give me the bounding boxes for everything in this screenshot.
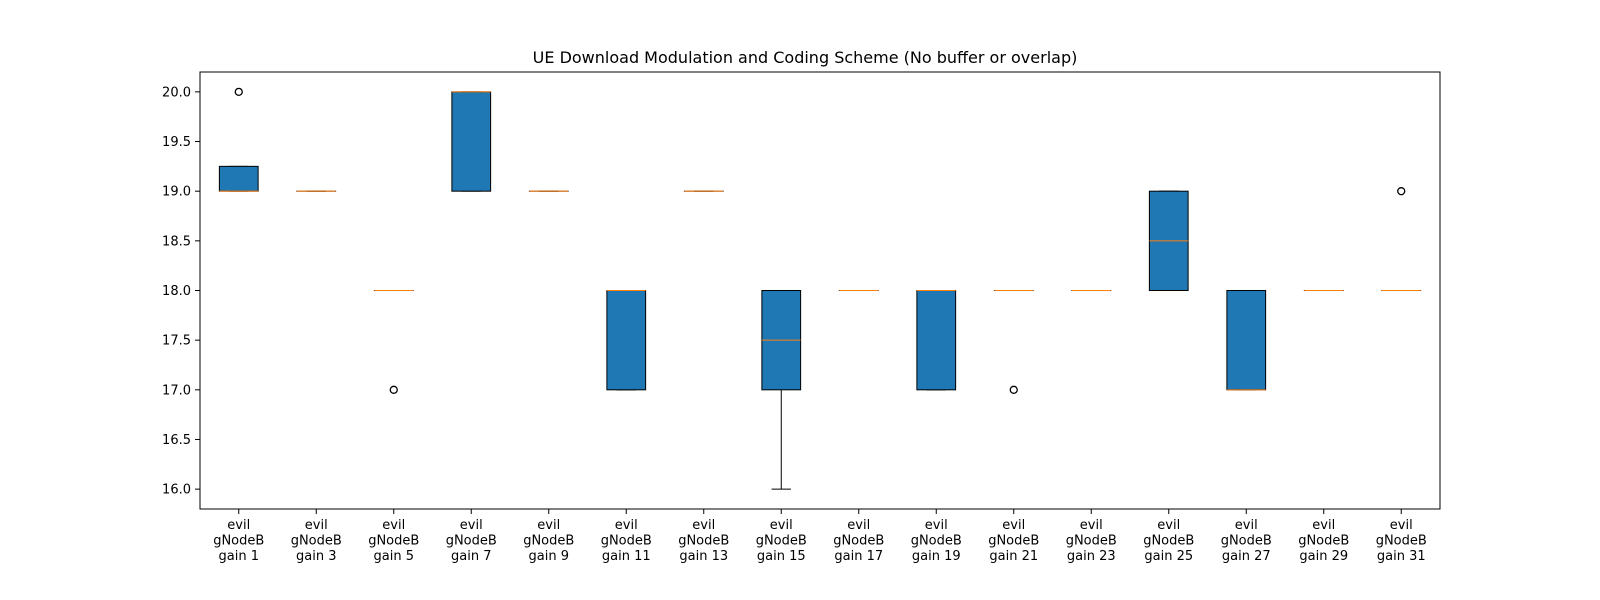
box-group [993,290,1034,394]
box-group [218,87,259,192]
x-tick-label: evil gNodeB gain 31 [1376,518,1427,564]
x-tick-label: evil gNodeB gain 15 [756,518,807,564]
y-axis: 16.0 16.5 17.0 17.5 18.0 18.5 19.0 19.5 20.0 [162,85,200,498]
box-group [916,290,957,391]
box-group [1381,187,1422,292]
box [218,165,259,192]
x-tick-label: evil gNodeB gain 21 [988,518,1039,564]
x-tick-label: evil gNodeB gain 5 [368,518,419,564]
x-tick-label: evil gNodeB gain 7 [446,518,497,564]
y-tick-label: 19.0 [162,185,191,200]
box-group [373,290,414,394]
outlier-point [1009,385,1018,394]
outlier-point [1397,187,1406,196]
plot-area [218,87,1422,490]
x-tick-label: evil gNodeB gain 3 [291,518,342,564]
box-group [761,290,802,490]
outlier-point [389,385,398,394]
x-tick-label: evil gNodeB gain 13 [678,518,729,564]
y-tick-label: 19.5 [162,135,191,150]
x-tick-label: evil gNodeB gain 1 [213,518,264,564]
box [451,91,492,192]
box-group [1226,290,1267,391]
box [916,290,957,391]
box-group [451,91,492,192]
x-tick-label: evil gNodeB gain 17 [833,518,884,564]
box [1226,290,1267,391]
chart-title: UE Download Modulation and Coding Scheme… [533,48,1078,67]
x-axis: evil gNodeB gain 1 evil gNodeB gain 3 evil gNod… [213,509,1427,564]
box-group [606,290,647,391]
y-tick-label: 20.0 [162,85,191,100]
x-tick-label: evil gNodeB gain 23 [1066,518,1117,564]
x-tick-label: evil gNodeB gain 19 [911,518,962,564]
x-tick-label: evil gNodeB gain 27 [1221,518,1272,564]
box-group [1148,190,1189,292]
x-tick-label: evil gNodeB gain 11 [601,518,652,564]
x-tick-label: evil gNodeB gain 29 [1298,518,1349,564]
y-tick-label: 18.0 [162,284,191,299]
box [606,290,647,391]
outlier-point [234,87,243,97]
y-tick-label: 16.5 [162,433,191,448]
y-tick-label: 18.5 [162,234,191,249]
x-tick-label: evil gNodeB gain 25 [1143,518,1194,564]
x-tick-label: evil gNodeB gain 9 [523,518,574,564]
y-tick-label: 17.5 [162,334,191,349]
y-tick-label: 17.0 [162,383,191,398]
y-tick-label: 16.0 [162,483,191,498]
